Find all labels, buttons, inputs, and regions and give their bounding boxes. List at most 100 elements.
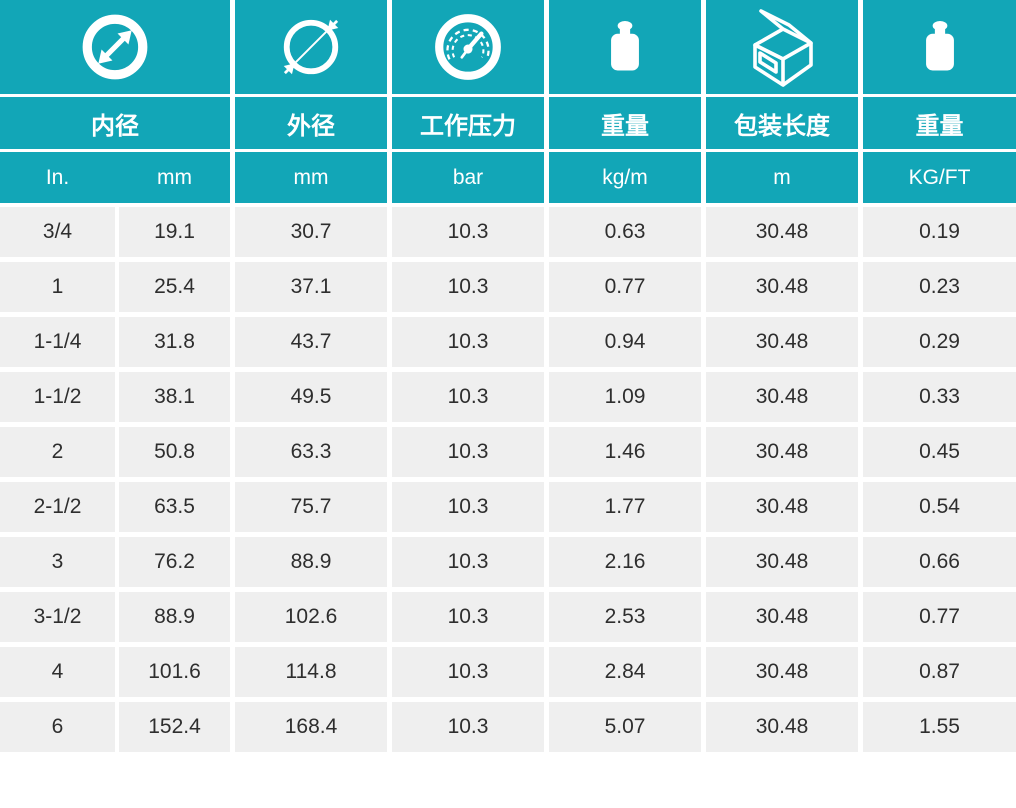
cell-working-pressure-bar: 10.3: [392, 647, 544, 697]
unit-mm: mm: [157, 165, 192, 189]
icon-header-row: [0, 0, 1016, 94]
cell-weight-kgm: 1.77: [549, 482, 701, 532]
cell-inner-diameter-mm: 19.1: [119, 207, 230, 257]
inner-diameter-cells: 2-1/2 63.5: [0, 482, 230, 532]
cell-packing-length-m: 30.48: [706, 262, 858, 312]
cell-weight-kgft: 1.55: [863, 702, 1016, 752]
package-box-icon: [753, 9, 813, 87]
header-label: 包装长度: [734, 112, 830, 140]
weight-icon-cell: [549, 0, 701, 94]
cell-working-pressure-bar: 10.3: [392, 317, 544, 367]
cell-inner-diameter-in: 4: [0, 647, 115, 697]
cell-inner-diameter-in: 3/4: [0, 207, 115, 257]
inner-diameter-cells: 6 152.4: [0, 702, 230, 752]
cell-weight-kgft: 0.29: [863, 317, 1016, 367]
unit-mm: mm: [293, 165, 329, 189]
cell-weight-kgm: 0.77: [549, 262, 701, 312]
weight-icon: [925, 20, 954, 71]
cell-working-pressure-bar: 10.3: [392, 207, 544, 257]
unit-kgm: kg/m: [602, 165, 648, 189]
unit-kgft: KG/FT: [908, 165, 971, 189]
cell-working-pressure-bar: 10.3: [392, 262, 544, 312]
table-row: 1-1/4 31.8 43.7 10.3 0.94 30.48 0.29: [0, 317, 1016, 367]
cell-packing-length-m: 30.48: [706, 207, 858, 257]
unit-m: m: [773, 165, 791, 189]
outer-diameter-icon: [283, 19, 339, 75]
units-outer-diameter: mm: [235, 152, 387, 203]
cell-inner-diameter-in: 3-1/2: [0, 592, 115, 642]
unit-in: In.: [45, 165, 70, 189]
cell-outer-diameter-mm: 168.4: [235, 702, 387, 752]
cell-weight-kgft: 0.33: [863, 372, 1016, 422]
cell-packing-length-m: 30.48: [706, 702, 858, 752]
cell-outer-diameter-mm: 37.1: [235, 262, 387, 312]
cell-packing-length-m: 30.48: [706, 317, 858, 367]
inner-diameter-cells: 1-1/2 38.1: [0, 372, 230, 422]
inner-diameter-cells: 4 101.6: [0, 647, 230, 697]
cell-working-pressure-bar: 10.3: [392, 702, 544, 752]
table-row: 6 152.4 168.4 10.3 5.07 30.48 1.55: [0, 702, 1016, 752]
cell-inner-diameter-in: 6: [0, 702, 115, 752]
cell-inner-diameter-mm: 76.2: [119, 537, 230, 587]
inner-diameter-cells: 3/4 19.1: [0, 207, 230, 257]
units-packing-length: m: [706, 152, 858, 203]
pressure-gauge-icon: [435, 14, 501, 80]
unit-bar: bar: [452, 165, 484, 189]
table-row: 4 101.6 114.8 10.3 2.84 30.48 0.87: [0, 647, 1016, 697]
cell-weight-kgm: 2.16: [549, 537, 701, 587]
units-working-pressure: bar: [392, 152, 544, 203]
table-row: 2-1/2 63.5 75.7 10.3 1.77 30.48 0.54: [0, 482, 1016, 532]
cell-inner-diameter-mm: 31.8: [119, 317, 230, 367]
cell-inner-diameter-in: 2-1/2: [0, 482, 115, 532]
cell-weight-kgft: 0.66: [863, 537, 1016, 587]
header-packing-length: 包装长度: [706, 97, 858, 149]
table-body: 3/4 19.1 30.7 10.3 0.63 30.48 0.19 1 25.…: [0, 207, 1016, 752]
cell-inner-diameter-mm: 38.1: [119, 372, 230, 422]
cell-working-pressure-bar: 10.3: [392, 592, 544, 642]
cell-inner-diameter-in: 3: [0, 537, 115, 587]
cell-inner-diameter-in: 1: [0, 262, 115, 312]
header-inner-diameter: 内径: [0, 97, 230, 149]
cell-outer-diameter-mm: 49.5: [235, 372, 387, 422]
cell-packing-length-m: 30.48: [706, 647, 858, 697]
header-label: 重量: [915, 112, 964, 140]
weight-icon-cell-2: [863, 0, 1016, 94]
cell-packing-length-m: 30.48: [706, 427, 858, 477]
cell-outer-diameter-mm: 30.7: [235, 207, 387, 257]
inner-diameter-cells: 3 76.2: [0, 537, 230, 587]
package-box-icon-cell: [706, 0, 858, 94]
cell-inner-diameter-in: 2: [0, 427, 115, 477]
header-label: 重量: [601, 112, 649, 140]
cell-weight-kgft: 0.87: [863, 647, 1016, 697]
cell-weight-kgm: 0.63: [549, 207, 701, 257]
cell-inner-diameter-mm: 88.9: [119, 592, 230, 642]
cell-packing-length-m: 30.48: [706, 537, 858, 587]
cell-packing-length-m: 30.48: [706, 372, 858, 422]
header-working-pressure: 工作压力: [392, 97, 544, 149]
table-row: 3-1/2 88.9 102.6 10.3 2.53 30.48 0.77: [0, 592, 1016, 642]
cell-outer-diameter-mm: 63.3: [235, 427, 387, 477]
units-weight-kgft: KG/FT: [863, 152, 1016, 203]
cell-weight-kgm: 1.09: [549, 372, 701, 422]
inner-diameter-cells: 1 25.4: [0, 262, 230, 312]
cell-weight-kgft: 0.23: [863, 262, 1016, 312]
header-label: 工作压力: [420, 112, 516, 140]
units-header-row: In. mm mm bar kg/m m KG/FT: [0, 152, 1016, 203]
inner-diameter-cells: 2 50.8: [0, 427, 230, 477]
cell-inner-diameter-mm: 63.5: [119, 482, 230, 532]
cell-inner-diameter-mm: 101.6: [119, 647, 230, 697]
cell-weight-kgm: 2.53: [549, 592, 701, 642]
cell-weight-kgm: 0.94: [549, 317, 701, 367]
cell-working-pressure-bar: 10.3: [392, 482, 544, 532]
cell-outer-diameter-mm: 43.7: [235, 317, 387, 367]
table-row: 3 76.2 88.9 10.3 2.16 30.48 0.66: [0, 537, 1016, 587]
units-inner-diameter: In. mm: [0, 152, 230, 203]
cell-weight-kgft: 0.19: [863, 207, 1016, 257]
outer-diameter-icon-cell: [235, 0, 387, 94]
cell-packing-length-m: 30.48: [706, 482, 858, 532]
cell-inner-diameter-in: 1-1/4: [0, 317, 115, 367]
cell-weight-kgm: 2.84: [549, 647, 701, 697]
table-row: 1-1/2 38.1 49.5 10.3 1.09 30.48 0.33: [0, 372, 1016, 422]
header-label: 内径: [91, 112, 139, 140]
